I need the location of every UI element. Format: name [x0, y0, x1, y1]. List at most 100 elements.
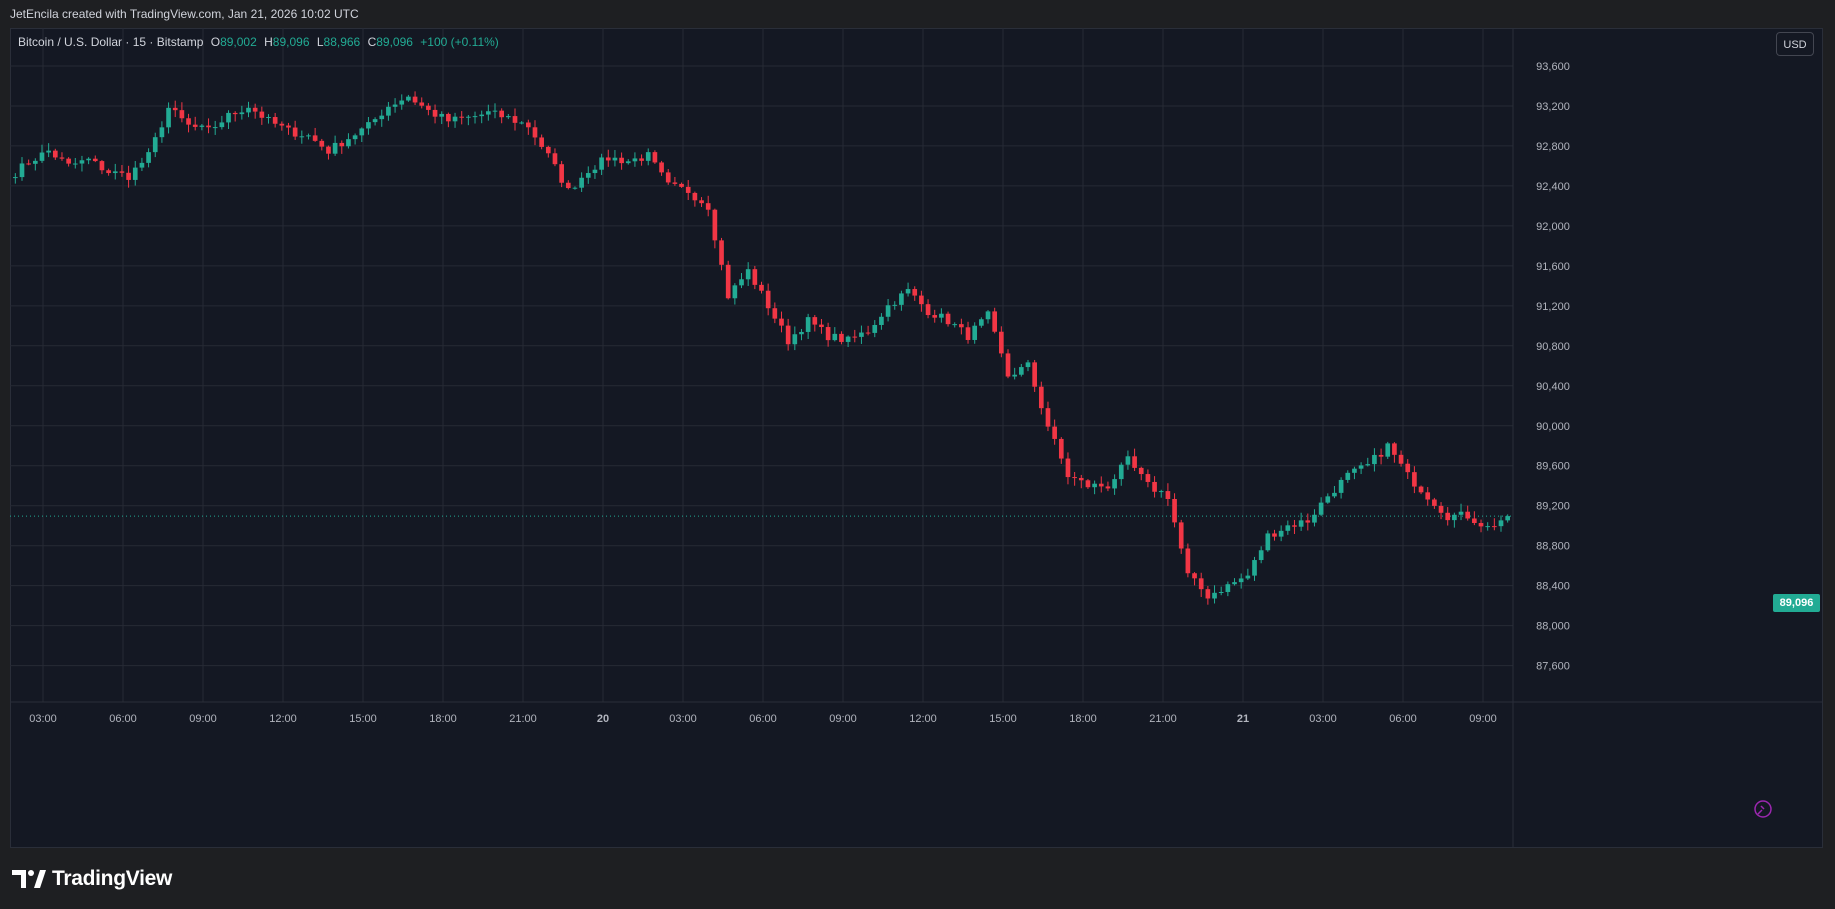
- time-axis[interactable]: 03:00 06:00 09:00 12:00 15:00 18:00 21:00 20 03:…: [29, 713, 1497, 725]
- candle: [872, 320, 878, 338]
- candle: [366, 116, 371, 135]
- candle: [945, 311, 951, 327]
- candle: [625, 159, 631, 165]
- time-tick-label: 06:00: [749, 713, 777, 725]
- candle: [1018, 363, 1024, 377]
- candle: [1225, 581, 1231, 597]
- candle: [1205, 586, 1211, 605]
- candle: [1212, 585, 1217, 604]
- candle: [999, 326, 1004, 358]
- tradingview-logo[interactable]: TradingView: [12, 866, 172, 892]
- candle: [579, 172, 584, 192]
- candle: [759, 281, 764, 294]
- candle: [352, 133, 358, 145]
- candle: [52, 148, 58, 160]
- candle: [519, 121, 524, 125]
- candle: [1012, 367, 1017, 380]
- price-tick-label: 89,200: [1536, 501, 1570, 513]
- candle: [466, 115, 471, 126]
- price-axis[interactable]: 87,600 88,000 88,400 88,800 89,200 89,600 90,0…: [1536, 61, 1570, 673]
- candle: [19, 157, 25, 181]
- price-tick-label: 88,400: [1536, 581, 1570, 593]
- candle: [1412, 466, 1417, 494]
- candle: [232, 111, 238, 122]
- candle: [992, 307, 998, 334]
- chart-pane[interactable]: [10, 28, 1823, 848]
- candle: [572, 186, 578, 190]
- candle: [1445, 507, 1451, 526]
- candle: [859, 325, 864, 344]
- candle: [126, 165, 131, 188]
- candle: [386, 101, 391, 121]
- chart-settings-icon[interactable]: [1752, 798, 1774, 820]
- candle: [1338, 477, 1344, 499]
- candle: [1372, 448, 1377, 472]
- candle: [705, 195, 711, 217]
- candle: [785, 318, 791, 351]
- candle: [1045, 401, 1051, 432]
- candle: [1245, 568, 1251, 581]
- candle: [812, 314, 818, 332]
- candle: [1092, 480, 1097, 495]
- price-tick-label: 88,000: [1536, 621, 1570, 633]
- candle: [279, 121, 285, 131]
- candle: [792, 326, 798, 351]
- attribution-text: JetEncila created with TradingView.com, …: [10, 7, 359, 21]
- candle: [1292, 519, 1297, 534]
- candle: [1272, 529, 1277, 541]
- candles: [12, 91, 1511, 605]
- candle: [86, 157, 91, 165]
- candle: [392, 98, 398, 113]
- candle: [499, 108, 505, 124]
- symbol-title[interactable]: Bitcoin / U.S. Dollar · 15 · Bitstamp: [18, 35, 204, 49]
- candle: [332, 135, 338, 156]
- time-tick-label: 09:00: [829, 713, 857, 725]
- candle: [72, 158, 78, 169]
- symbol-legend[interactable]: Bitcoin / U.S. Dollar · 15 · Bitstamp O8…: [18, 34, 499, 50]
- candle: [972, 322, 978, 344]
- time-tick-label: 15:00: [349, 713, 377, 725]
- candle: [719, 237, 724, 271]
- candle: [1178, 519, 1184, 554]
- candle: [525, 119, 531, 135]
- candle: [1118, 462, 1124, 486]
- tradingview-logo-icon: [12, 870, 46, 888]
- candle: [1498, 515, 1504, 532]
- candle: [779, 311, 784, 333]
- time-tick-label: 15:00: [989, 713, 1017, 725]
- candle: [159, 121, 165, 143]
- candle: [139, 157, 145, 172]
- candle: [1358, 462, 1364, 475]
- candle: [66, 157, 71, 167]
- candle: [399, 94, 405, 110]
- candle: [899, 290, 904, 311]
- high-value: 89,096: [272, 35, 310, 49]
- candle: [919, 290, 924, 312]
- candle: [1172, 493, 1177, 528]
- close-label: C: [367, 35, 377, 49]
- candle: [1505, 514, 1511, 523]
- candle: [1438, 502, 1444, 520]
- price-chart[interactable]: 87,600 88,000 88,400 88,800 89,200 89,600 90,0…: [10, 28, 1823, 848]
- candle: [952, 322, 958, 328]
- candle: [965, 321, 971, 344]
- candle: [412, 91, 418, 106]
- candle: [1332, 485, 1337, 499]
- candle: [512, 108, 518, 131]
- candle: [979, 317, 984, 328]
- price-tick-label: 87,600: [1536, 661, 1570, 673]
- price-tick-label: 88,800: [1536, 541, 1570, 553]
- candle: [1392, 442, 1397, 463]
- candle: [1312, 509, 1317, 527]
- candle: [506, 113, 511, 120]
- candle: [239, 105, 245, 120]
- candle: [319, 138, 325, 151]
- candle: [1112, 474, 1117, 495]
- currency-button[interactable]: USD: [1776, 32, 1814, 56]
- candle: [372, 117, 378, 126]
- candle: [152, 132, 158, 158]
- candle: [652, 150, 658, 164]
- candle: [879, 313, 884, 330]
- candle: [632, 152, 638, 167]
- candle: [212, 120, 218, 135]
